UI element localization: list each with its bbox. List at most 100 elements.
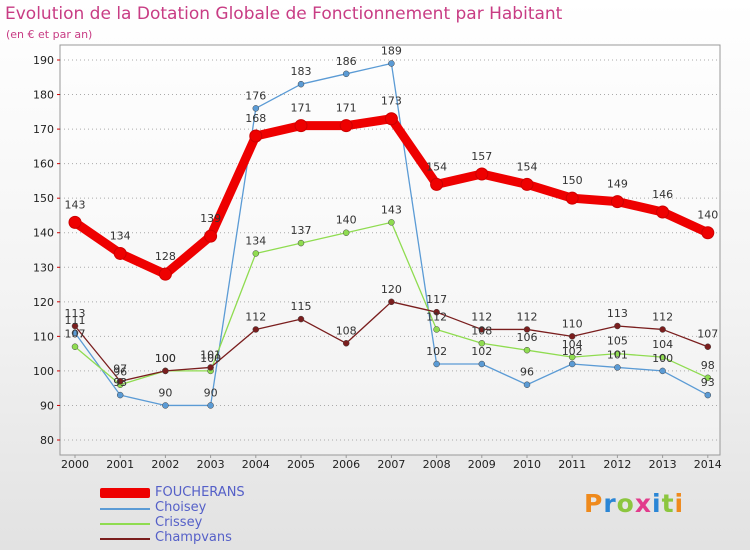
data-label-choisey: 90 (158, 386, 172, 399)
data-point-foucherans (384, 112, 398, 126)
data-point-foucherans (610, 195, 624, 209)
data-label-crissey: 108 (471, 324, 492, 337)
y-tick-label: 180 (33, 89, 54, 102)
data-point-champvans (478, 326, 486, 333)
data-point-choisey (523, 381, 531, 388)
data-point-champvans (568, 333, 576, 340)
y-tick-label: 90 (40, 399, 54, 412)
y-tick-label: 110 (33, 330, 54, 343)
data-label-champvans: 115 (291, 300, 312, 313)
data-point-foucherans (294, 119, 308, 133)
data-label-foucherans: 154 (426, 160, 447, 173)
data-label-crissey: 105 (607, 335, 628, 348)
data-point-crissey (252, 250, 260, 257)
logo-letter: r (603, 489, 617, 518)
data-label-champvans: 100 (155, 352, 176, 365)
x-tick-label: 2009 (468, 458, 496, 471)
data-label-choisey: 102 (426, 345, 447, 358)
y-tick-label: 130 (33, 261, 54, 274)
data-point-crissey (478, 340, 486, 347)
x-tick-label: 2011 (558, 458, 586, 471)
data-point-crissey (388, 219, 395, 226)
data-label-champvans: 113 (65, 307, 86, 320)
y-tick-label: 140 (33, 227, 54, 240)
data-point-champvans (388, 298, 395, 306)
data-label-crissey: 106 (517, 331, 538, 344)
data-point-crissey (71, 343, 79, 350)
x-tick-label: 2005 (287, 458, 315, 471)
data-label-foucherans: 128 (155, 250, 176, 263)
chart-subtitle: (en € et par an) (6, 28, 93, 41)
data-label-champvans: 120 (381, 283, 402, 296)
data-point-crissey (342, 229, 350, 236)
data-label-crissey: 100 (155, 352, 176, 365)
data-label-crissey: 104 (652, 338, 673, 351)
data-point-champvans (614, 322, 621, 330)
data-point-foucherans (430, 177, 444, 191)
data-point-champvans (342, 340, 350, 347)
data-label-crissey: 143 (381, 203, 402, 216)
legend-swatch-foucherans (100, 488, 150, 498)
data-point-champvans (116, 378, 124, 385)
logo-letter: o (616, 489, 635, 518)
data-label-foucherans: 140 (697, 209, 718, 222)
x-tick-label: 2010 (513, 458, 541, 471)
data-point-champvans (71, 322, 79, 330)
data-label-champvans: 112 (652, 310, 673, 323)
data-point-crissey (704, 374, 712, 382)
data-point-choisey (433, 360, 440, 368)
data-point-foucherans (204, 229, 218, 243)
y-tick-label: 170 (33, 123, 54, 136)
x-tick-label: 2014 (694, 458, 722, 471)
data-label-champvans: 107 (697, 328, 718, 341)
data-label-foucherans: 150 (562, 174, 583, 187)
logo-letter: x (634, 489, 652, 518)
legend-swatch-choisey (100, 508, 150, 510)
y-tick-label: 100 (33, 365, 54, 378)
data-label-choisey: 101 (607, 348, 628, 361)
x-tick-label: 2012 (603, 458, 631, 471)
x-tick-label: 2004 (242, 458, 270, 471)
data-label-champvans: 101 (200, 348, 221, 361)
data-label-choisey: 111 (65, 314, 86, 327)
data-point-crissey (568, 353, 576, 361)
data-point-foucherans (656, 205, 670, 219)
data-point-choisey (71, 329, 79, 337)
data-point-champvans (297, 315, 305, 323)
data-point-crissey (659, 353, 666, 361)
data-label-foucherans: 134 (110, 229, 131, 242)
data-label-crissey: 134 (245, 234, 266, 247)
logo-letter: i (652, 489, 662, 518)
data-label-champvans: 112 (471, 310, 492, 323)
data-point-choisey (568, 360, 576, 368)
data-label-foucherans: 173 (381, 95, 402, 108)
data-label-foucherans: 139 (200, 212, 221, 225)
data-point-choisey (252, 105, 260, 112)
chart-title: Evolution de la Dotation Globale de Fonc… (5, 4, 563, 24)
y-tick-label: 80 (40, 434, 54, 447)
data-label-champvans: 110 (562, 317, 583, 330)
legend-label: FOUCHERANS (155, 485, 245, 500)
x-tick-label: 2003 (197, 458, 225, 471)
data-label-crissey: 112 (426, 310, 447, 323)
data-point-foucherans (475, 167, 489, 181)
data-point-foucherans (68, 215, 82, 229)
data-label-choisey: 100 (652, 352, 673, 365)
data-point-choisey (478, 360, 486, 368)
legend-label: Choisey (155, 500, 207, 515)
data-point-champvans (659, 326, 666, 333)
data-label-choisey: 90 (204, 386, 218, 399)
data-label-crissey: 104 (562, 338, 583, 351)
data-point-choisey (297, 80, 305, 88)
data-label-choisey: 96 (520, 366, 534, 379)
data-label-choisey: 93 (701, 376, 715, 389)
data-point-foucherans (113, 246, 127, 260)
data-label-crissey: 96 (113, 366, 127, 379)
legend-swatch-crissey (100, 523, 150, 525)
data-point-champvans (162, 367, 169, 375)
x-tick-label: 2008 (423, 458, 451, 471)
data-point-foucherans (701, 226, 715, 240)
data-point-choisey (342, 70, 350, 78)
data-point-foucherans (520, 177, 534, 191)
data-label-champvans: 117 (426, 293, 447, 306)
